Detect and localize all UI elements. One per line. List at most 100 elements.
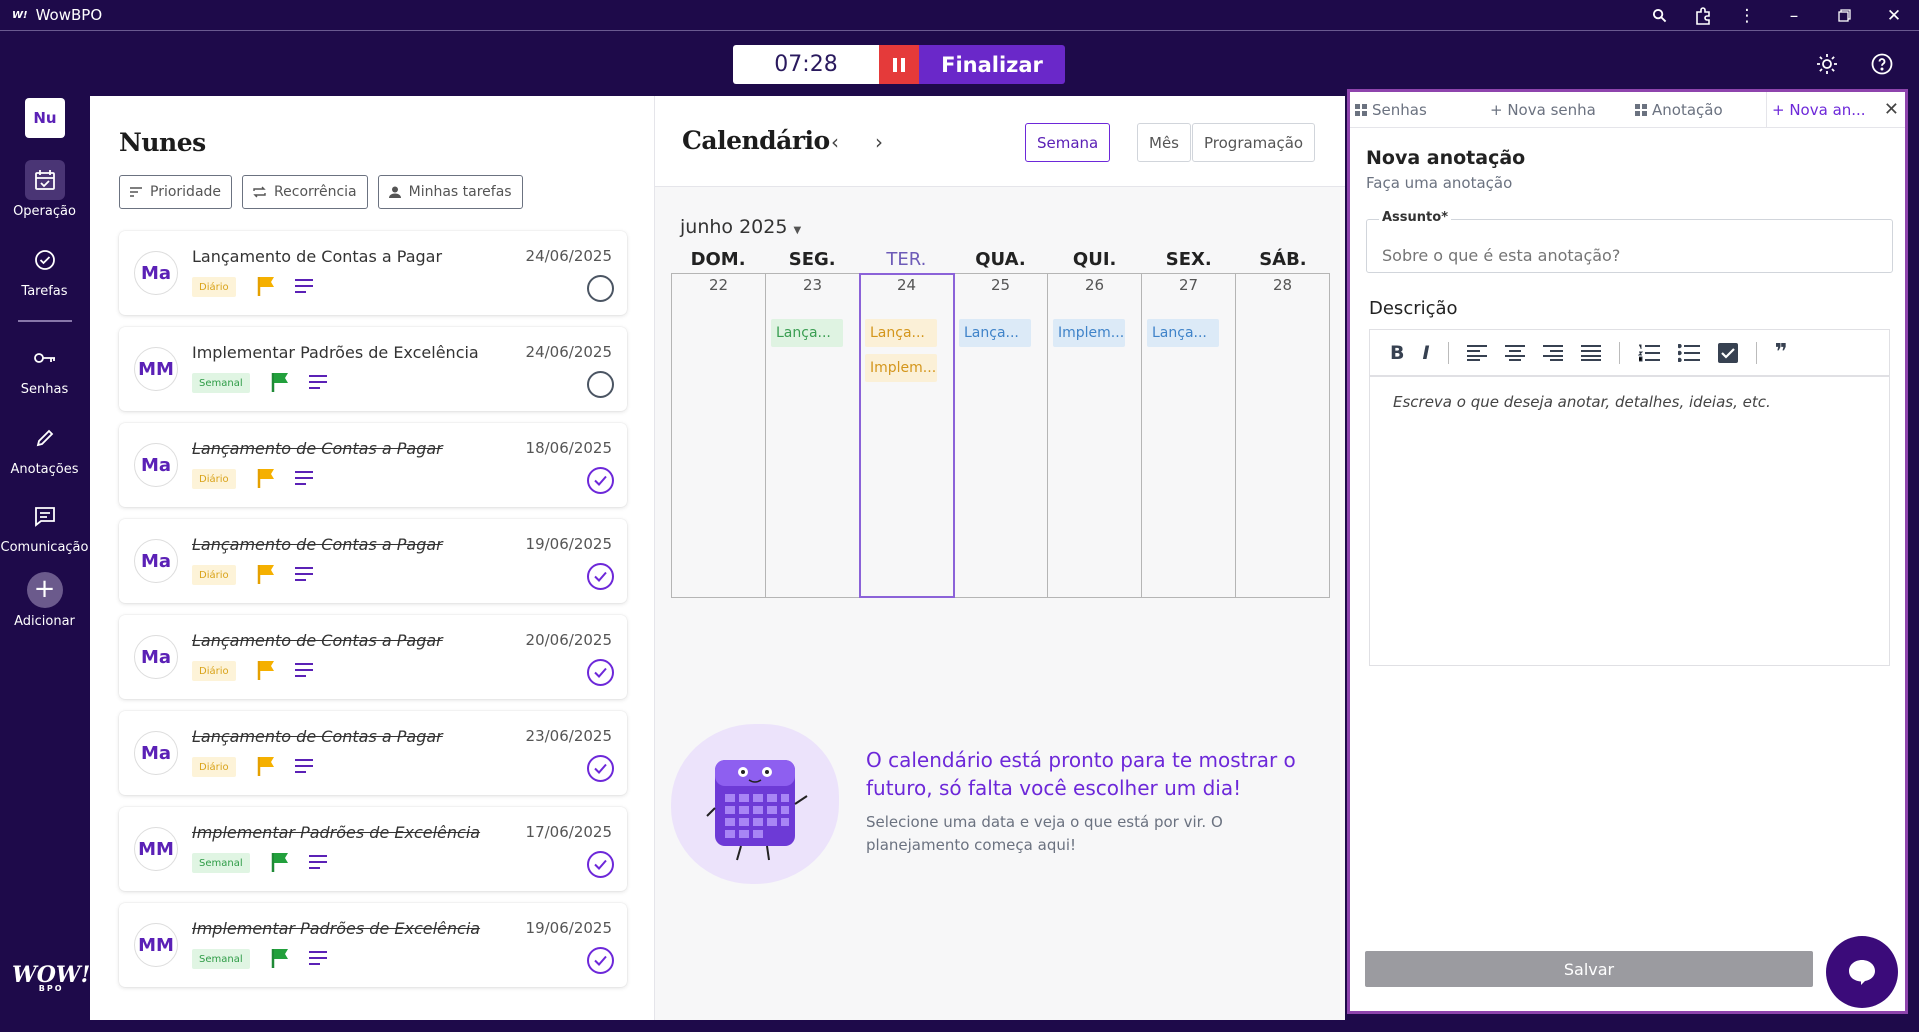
subject-input[interactable] [1366, 219, 1893, 273]
editor-toolbar: B I ❞ [1370, 330, 1889, 377]
day-cell[interactable]: 28 [1236, 274, 1329, 597]
sidebar-item-senhas[interactable]: Senhas [0, 338, 89, 397]
pause-button[interactable] [879, 45, 919, 84]
brand-text: WOW! [12, 962, 91, 988]
recurrence-badge: Diário [192, 757, 236, 777]
message-icon [25, 496, 65, 536]
user-avatar[interactable]: Nu [25, 98, 65, 138]
view-month-button[interactable]: Mês [1137, 123, 1191, 162]
check-circle-icon [25, 240, 65, 280]
sidebar-item-adicionar[interactable]: + Adicionar [0, 570, 89, 629]
complete-checkbox[interactable] [587, 371, 614, 398]
calendar-event[interactable]: Implem... [865, 354, 937, 382]
task-title: Lançamento de Contas a Pagar [192, 727, 443, 746]
editor-content[interactable]: Escreva o que deseja anotar, detalhes, i… [1393, 393, 1771, 411]
description-icon [309, 951, 327, 965]
task-card[interactable]: MM Implementar Padrões de Excelência 24/… [119, 327, 627, 411]
bullet-list-icon[interactable] [1677, 343, 1700, 362]
next-week-icon[interactable]: › [875, 130, 883, 154]
save-button[interactable]: Salvar [1365, 951, 1813, 987]
description-icon [295, 663, 313, 677]
task-card[interactable]: Ma Lançamento de Contas a Pagar 24/06/20… [119, 231, 627, 315]
task-card[interactable]: Ma Lançamento de Contas a Pagar 19/06/20… [119, 519, 627, 603]
sidebar-item-label: Operação [13, 204, 76, 219]
tab-senhas[interactable]: Senhas [1350, 92, 1490, 127]
my-tasks-filter-button[interactable]: Minhas tarefas [377, 175, 523, 209]
close-window-icon[interactable]: ✕ [1886, 5, 1902, 26]
day-cell[interactable]: 23 Lança... [766, 274, 860, 597]
day-cell[interactable]: 25 Lança... [954, 274, 1048, 597]
calendar-event[interactable]: Implem... [1053, 319, 1125, 347]
view-schedule-button[interactable]: Programação [1192, 123, 1316, 162]
chat-bubble-icon [1849, 960, 1875, 985]
recurrence-filter-button[interactable]: Recorrência [242, 175, 368, 209]
complete-checkbox[interactable] [587, 275, 614, 302]
minimize-icon[interactable]: – [1789, 5, 1799, 26]
task-card[interactable]: Ma Lançamento de Contas a Pagar 18/06/20… [119, 423, 627, 507]
extensions-icon[interactable] [1681, 0, 1725, 31]
prev-week-icon[interactable]: ‹ [831, 130, 839, 154]
ordered-list-icon[interactable] [1637, 344, 1660, 362]
flag-icon [257, 469, 274, 488]
bold-icon[interactable]: B [1390, 341, 1405, 364]
day-header: SEG. [788, 249, 836, 270]
sidebar-divider [18, 320, 72, 322]
sidebar-item-operacao[interactable]: Operação [0, 160, 89, 219]
calendar-event[interactable]: Lança... [959, 319, 1031, 347]
task-date: 24/06/2025 [525, 343, 612, 361]
tab-nova-senha[interactable]: + Nova senha [1490, 100, 1596, 119]
align-left-icon[interactable] [1466, 344, 1487, 361]
check-icon [594, 571, 607, 582]
checkbox-list-icon[interactable] [1717, 342, 1738, 363]
complete-checkbox[interactable] [587, 947, 614, 974]
complete-checkbox[interactable] [587, 851, 614, 878]
priority-filter-button[interactable]: Prioridade [119, 175, 233, 209]
help-icon[interactable] [1868, 50, 1896, 78]
calendar-event[interactable]: Lança... [1147, 319, 1219, 347]
task-date: 24/06/2025 [525, 247, 612, 265]
task-card[interactable]: MM Implementar Padrões de Excelência 17/… [119, 807, 627, 891]
sidebar-item-label: Anotações [10, 462, 79, 477]
task-card[interactable]: Ma Lançamento de Contas a Pagar 20/06/20… [119, 615, 627, 699]
chat-button[interactable] [1826, 936, 1898, 1008]
sidebar-item-tarefas[interactable]: Tarefas [0, 240, 89, 299]
restore-icon[interactable] [1819, 0, 1869, 31]
align-justify-icon[interactable] [1580, 344, 1601, 361]
more-menu-icon[interactable]: ⋮ [1738, 5, 1756, 26]
task-date: 19/06/2025 [525, 919, 612, 937]
tab-anotacao[interactable]: Anotação [1630, 92, 1766, 127]
complete-checkbox[interactable] [587, 467, 614, 494]
view-week-button[interactable]: Semana [1025, 123, 1111, 162]
zoom-icon[interactable] [1637, 0, 1681, 31]
day-cell[interactable]: 27 Lança... [1142, 274, 1236, 597]
tab-nova-anotacao[interactable]: + Nova an... [1766, 92, 1878, 127]
month-selector[interactable]: junho 2025 ▼ [680, 216, 801, 238]
sidebar-item-label: Adicionar [14, 614, 75, 629]
complete-checkbox[interactable] [587, 563, 614, 590]
flag-icon [271, 949, 288, 968]
calendar-empty-state: O calendário está pronto para te mostrar… [671, 724, 1331, 894]
filter-label: Minhas tarefas [408, 184, 512, 200]
calendar-event[interactable]: Lança... [771, 319, 843, 347]
sidebar-item-comunicacao[interactable]: Comunicação [0, 496, 89, 555]
complete-checkbox[interactable] [587, 659, 614, 686]
repeat-icon [253, 186, 266, 198]
sidebar: Nu Operação Tarefas Senhas Anotações Com… [0, 88, 89, 1032]
day-cell[interactable]: 22 [672, 274, 766, 597]
sidebar-item-anotacoes[interactable]: Anotações [0, 418, 89, 477]
day-cell-today[interactable]: 24 Lança... Implem... [859, 273, 955, 598]
description-icon [295, 471, 313, 485]
task-card[interactable]: Ma Lançamento de Contas a Pagar 23/06/20… [119, 711, 627, 795]
close-tab-icon[interactable]: ✕ [1883, 99, 1899, 120]
align-center-icon[interactable] [1504, 344, 1525, 361]
task-card[interactable]: MM Implementar Padrões de Excelência 19/… [119, 903, 627, 987]
calendar-event[interactable]: Lança... [865, 319, 937, 347]
task-title: Lançamento de Contas a Pagar [192, 631, 443, 650]
day-cell[interactable]: 26 Implem... [1048, 274, 1142, 597]
blockquote-icon[interactable]: ❞ [1774, 340, 1788, 365]
complete-checkbox[interactable] [587, 755, 614, 782]
finish-button[interactable]: Finalizar [919, 45, 1065, 84]
align-right-icon[interactable] [1542, 344, 1563, 361]
italic-icon[interactable]: I [1422, 341, 1430, 364]
theme-toggle-icon[interactable] [1813, 50, 1841, 78]
